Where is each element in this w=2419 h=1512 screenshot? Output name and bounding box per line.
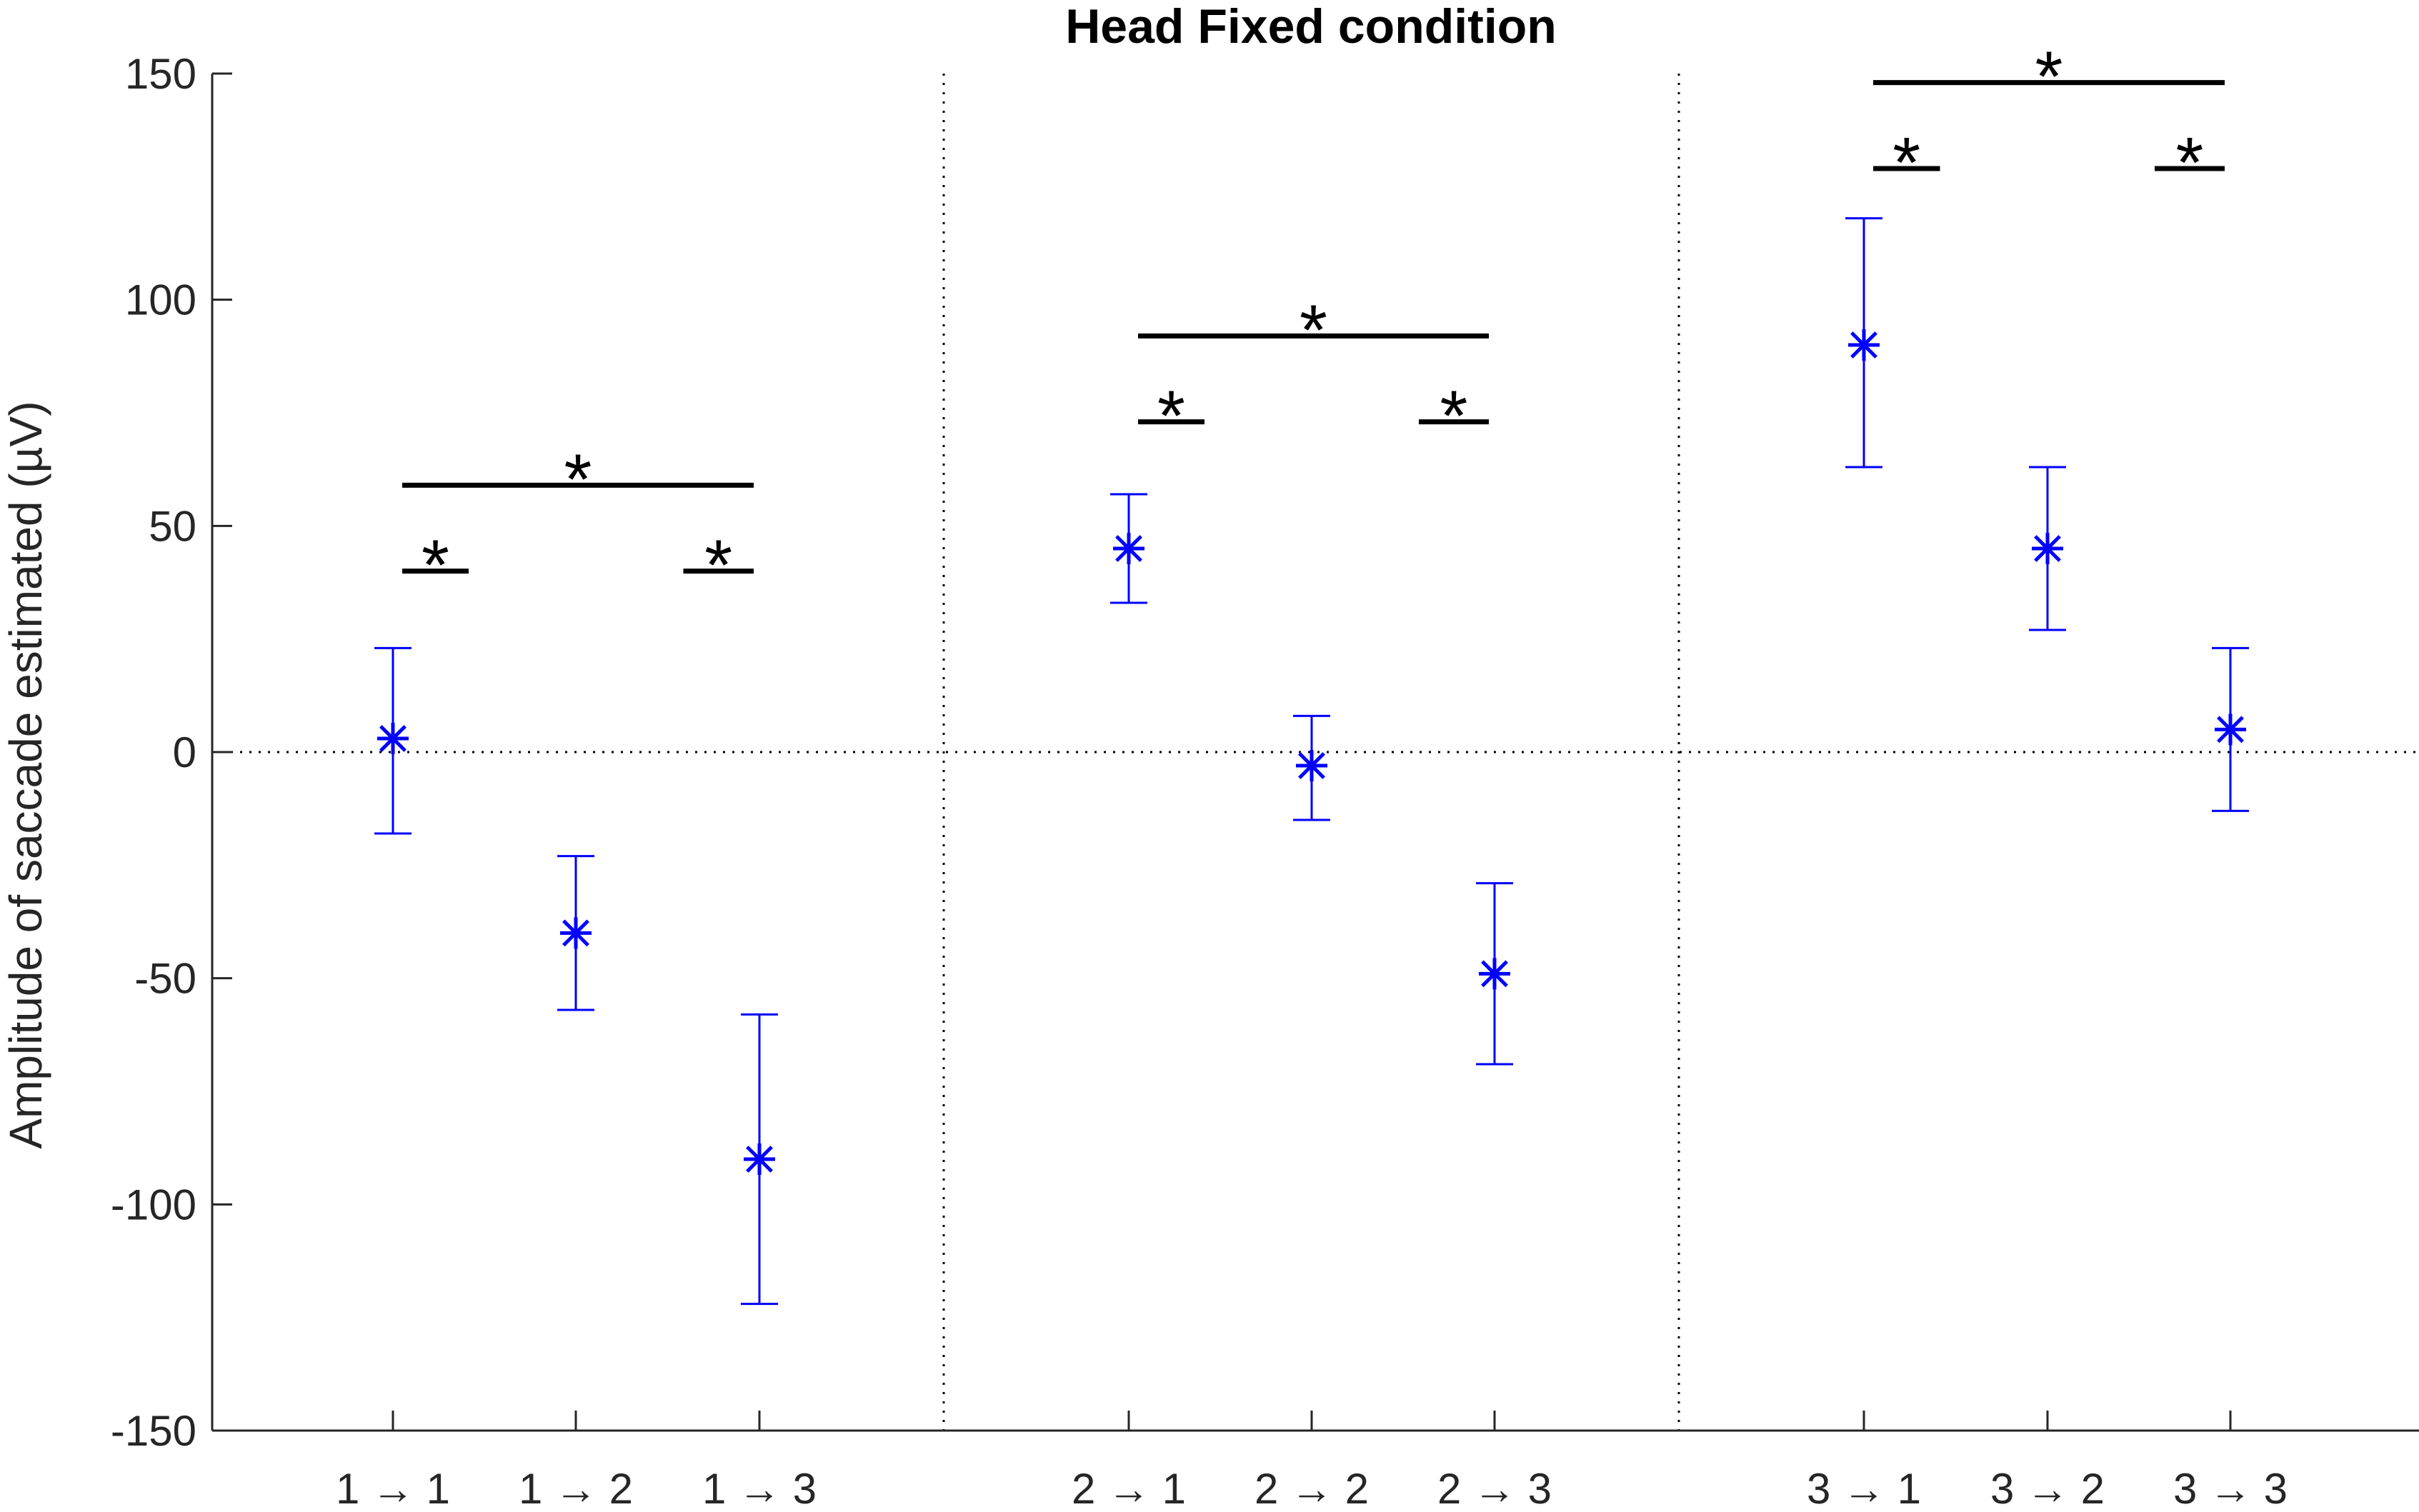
plot-area: 150 100 50 0 -50 -100 -150 1 → 1 1 → 2 1 → 3 2 → 1… (111, 37, 2419, 1512)
significance-star: * (1892, 123, 1920, 203)
significance-bar: * (1873, 37, 2225, 117)
mean-marker (744, 1143, 775, 1175)
significance-star: * (704, 526, 732, 606)
data-point (741, 1013, 778, 1306)
data-point (557, 855, 594, 1011)
significance-bar: * (1419, 376, 1489, 456)
mean-marker (1479, 958, 1510, 990)
significance-star: * (422, 526, 449, 606)
significance-star: * (1300, 290, 1327, 370)
y-tick-label: 150 (125, 50, 196, 98)
x-tick-label: 1 → 1 (336, 1465, 450, 1512)
x-tick-label: 2 → 3 (1437, 1465, 1552, 1512)
mean-marker (1113, 533, 1144, 564)
mean-marker (2215, 714, 2246, 746)
x-tick-label: 1 → 3 (702, 1465, 817, 1512)
data-point (1110, 493, 1147, 604)
significance-star: * (1157, 376, 1185, 456)
data-point (1845, 217, 1882, 469)
data-point (2212, 646, 2249, 812)
y-tick-label: 0 (173, 729, 196, 776)
significance-bar: * (402, 439, 754, 519)
x-tick-label: 3 → 2 (1990, 1465, 2105, 1512)
y-tick-label: -150 (111, 1407, 196, 1455)
significance-star: * (564, 439, 592, 519)
data-point (1476, 882, 1513, 1066)
x-tick-label: 1 → 2 (519, 1465, 633, 1512)
x-tick-label: 2 → 1 (1072, 1465, 1186, 1512)
x-tick-label: 3 → 1 (1807, 1465, 1921, 1512)
mean-marker (1296, 750, 1327, 781)
data-point (374, 646, 412, 835)
significance-star: * (1440, 376, 1468, 456)
significance-bar: * (1873, 123, 1940, 203)
x-tick-label: 3 → 3 (2173, 1465, 2288, 1512)
mean-marker (377, 723, 409, 754)
significance-star: * (2176, 123, 2204, 203)
data-point (2029, 466, 2066, 631)
y-tick-label: -100 (111, 1181, 196, 1228)
significance-bar: * (683, 526, 754, 606)
chart-title: Head Fixed condition (1065, 0, 1557, 54)
y-tick-label: 100 (125, 276, 196, 324)
significance-bar: * (402, 526, 469, 606)
significance-bar: * (1138, 376, 1204, 456)
y-tick-label: 50 (149, 502, 196, 550)
x-tick-label: 2 → 2 (1255, 1465, 1369, 1512)
mean-marker (2032, 533, 2063, 564)
y-tick-label: -50 (134, 955, 196, 1003)
mean-marker (1848, 329, 1880, 361)
significance-star: * (2035, 37, 2063, 117)
significance-bar: * (1138, 290, 1489, 370)
significance-bar: * (2155, 123, 2225, 203)
y-axis-label: Amplitude of saccade estimated (µV) (0, 401, 51, 1148)
mean-marker (560, 917, 592, 949)
data-point (1293, 714, 1330, 821)
